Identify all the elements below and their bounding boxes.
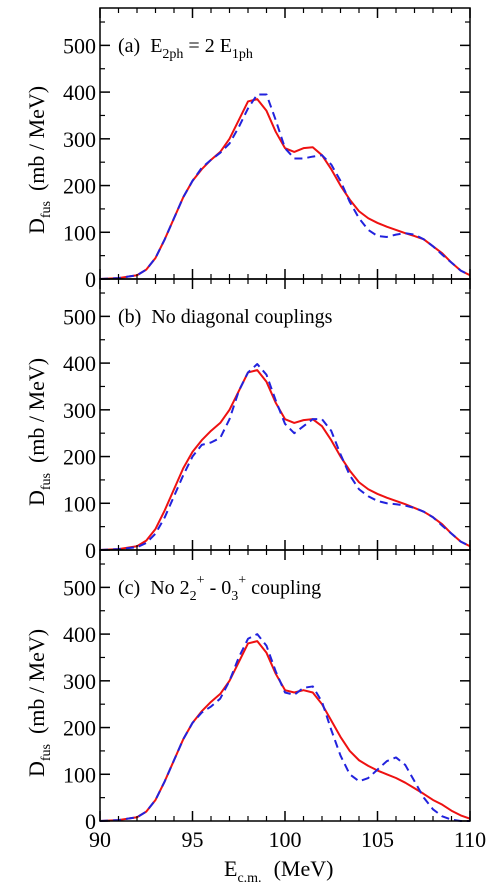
y-axis-label-sub: fus [39,473,54,490]
y-axis-label-unit: (mb / MeV) [24,629,49,734]
svg-text:(b)No diagonal couplings: (b) No diagonal couplings [118,306,333,328]
panel-b-label: (b) [118,306,141,328]
panel-b-y-tick-label: 0 [85,538,96,563]
svg-text:Dfus(mb / MeV): Dfus (mb / MeV) [24,86,54,234]
panel-b: 0 100 200 300 400 500 (b) No diagonal coupling… [63,278,471,563]
x-axis-label-unit: (MeV) [274,856,334,881]
panel-c-y-tick-label: 0 [85,809,96,834]
panel-a-caption-sub2: 1ph [232,47,253,62]
panel-b-y-tick-label: 200 [63,445,96,470]
x-axis-label-symbol: E [224,856,237,881]
panel-c-y-tick-label: 200 [63,716,96,741]
panel-b-caption: (b) No diagonal couplings [118,306,333,328]
panel-c-x-tick-label: 90 [89,827,111,852]
y-axis-label-sub: fus [39,744,54,761]
panel-b-y-tick-label: 500 [63,304,96,329]
panel-a-label: (a) [118,35,140,57]
panel-c-label: (c) [118,577,140,599]
panel-b-series-solid-line [99,369,471,551]
panel-c-series-dashed-line [99,633,470,822]
svg-text:(c)No 22+ - 03+ coupling: (c) No 22+ - 03+ coupling [118,573,321,604]
y-axis-label-a: Dfus (mb / MeV) [24,86,54,234]
panel-c-x-tick-label: 100 [269,827,302,852]
panel-a-caption-sub1: 2ph [162,47,183,62]
y-axis-label-b: Dfus (mb / MeV) [24,358,54,506]
panel-a-y-tick-label: 500 [63,33,96,58]
panel-b-y-tick-label: 300 [63,398,96,423]
panel-a-y-tick-label: 200 [63,174,96,199]
panel-a-caption-prefix: E [150,35,162,57]
panel-c-caption-sup2: + [238,573,246,588]
panel-b-y-tick-label: 400 [63,351,96,376]
svg-text:Dfus(mb / MeV): Dfus (mb / MeV) [24,629,54,777]
x-axis-label-sub: c.m. [237,871,261,886]
panel-a-series-solid-line [99,98,471,280]
panel-a: 0 100 200 300 400 500 (a) E2ph = 2 E1ph [63,7,471,292]
panel-c-y-tick-label: 100 [63,762,96,787]
panel-c-series-solid-line [99,640,471,822]
panel-c-y-tick-label: 400 [63,622,96,647]
svg-text:(a)E2ph = 2 E1ph: (a) E2ph = 2 E1ph [118,35,253,62]
y-axis-label-unit: (mb / MeV) [24,358,49,463]
panel-a-caption-mid: = 2 E [183,35,232,57]
panel-c-caption-sub1: 2 [190,589,197,604]
panel-a-series-dashed-line [99,93,471,280]
panel-a-y-tick-label: 0 [85,267,96,292]
panel-c-x-tick-label: 105 [361,827,394,852]
y-axis-label-c: Dfus (mb / MeV) [24,629,54,777]
panel-a-y-tick-label: 400 [63,80,96,105]
panel-c-y-tick-label: 300 [63,669,96,694]
panel-c-caption-sup1: + [197,573,205,588]
y-axis-label-unit: (mb / MeV) [24,86,49,191]
panel-c-x-tick-label: 95 [182,827,204,852]
y-axis-label-symbol: D [24,490,49,506]
panel-b-series-dashed-line [99,363,471,551]
panel-c-caption-sub2: 3 [231,589,238,604]
panel-b-y-tick-label: 100 [63,491,96,516]
panel-c-caption: (c) No 22+ - 03+ coupling [118,573,321,604]
panel-c-x-tick-label: 110 [454,827,486,852]
panel-a-y-tick-label: 300 [63,127,96,152]
panel-a-y-tick-label: 100 [63,220,96,245]
panel-c-y-tick-label: 500 [63,575,96,600]
x-axis-label: Ec.m. (MeV) [224,856,333,886]
svg-text:Dfus(mb / MeV): Dfus (mb / MeV) [24,358,54,506]
panel-c-caption-suffix: coupling [246,577,321,599]
y-axis-label-sub: fus [39,201,54,218]
panel-c-caption-prefix: No 2 [150,577,189,599]
panel-b-caption-text: No diagonal couplings [151,306,332,328]
y-axis-label-symbol: D [24,218,49,234]
panel-a-caption: (a) E2ph = 2 E1ph [118,35,253,62]
svg-text:Ec.m.(MeV): Ec.m. (MeV) [224,856,333,886]
panel-c-caption-mid: - 0 [205,577,232,599]
y-axis-label-symbol: D [24,761,49,777]
